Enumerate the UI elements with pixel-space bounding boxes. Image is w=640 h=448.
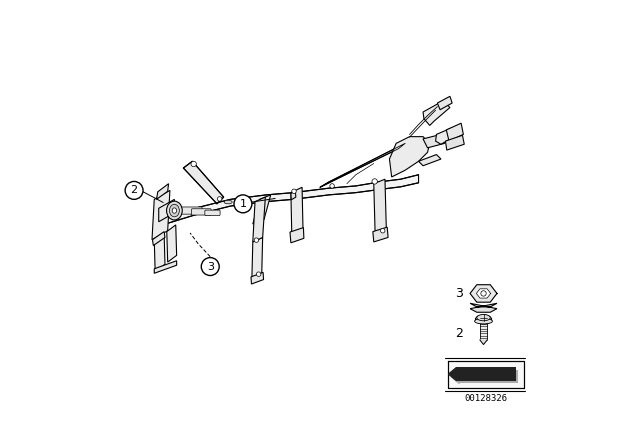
Ellipse shape xyxy=(224,200,232,204)
Ellipse shape xyxy=(170,204,179,217)
Polygon shape xyxy=(159,199,174,222)
Polygon shape xyxy=(373,227,388,242)
FancyBboxPatch shape xyxy=(191,209,211,215)
Text: 3: 3 xyxy=(207,262,214,271)
Polygon shape xyxy=(251,272,264,284)
Polygon shape xyxy=(252,237,262,278)
Polygon shape xyxy=(389,137,430,177)
Ellipse shape xyxy=(477,314,490,321)
Circle shape xyxy=(254,238,259,242)
Polygon shape xyxy=(253,197,266,242)
Polygon shape xyxy=(449,367,457,381)
Polygon shape xyxy=(437,96,452,110)
Polygon shape xyxy=(291,191,296,200)
Polygon shape xyxy=(167,225,177,262)
Circle shape xyxy=(257,272,261,276)
Circle shape xyxy=(330,184,334,188)
Polygon shape xyxy=(374,179,387,233)
Polygon shape xyxy=(470,303,497,312)
Circle shape xyxy=(201,258,219,276)
Circle shape xyxy=(292,189,296,194)
Text: 3: 3 xyxy=(455,287,463,300)
FancyBboxPatch shape xyxy=(173,207,202,214)
Bar xyxy=(480,322,487,340)
Text: 2: 2 xyxy=(131,185,138,195)
Polygon shape xyxy=(470,285,497,302)
Text: 2: 2 xyxy=(455,327,463,340)
Polygon shape xyxy=(419,155,441,166)
Polygon shape xyxy=(165,175,419,224)
Polygon shape xyxy=(445,135,464,150)
Polygon shape xyxy=(480,340,487,345)
Circle shape xyxy=(125,181,143,199)
Text: 1: 1 xyxy=(239,199,246,209)
Polygon shape xyxy=(423,134,445,148)
Bar xyxy=(460,370,518,383)
Polygon shape xyxy=(154,233,165,271)
Bar xyxy=(457,367,516,381)
Text: 00128326: 00128326 xyxy=(464,394,508,403)
Ellipse shape xyxy=(475,319,493,324)
Polygon shape xyxy=(253,195,271,224)
Polygon shape xyxy=(290,228,304,243)
FancyBboxPatch shape xyxy=(205,210,220,215)
Polygon shape xyxy=(446,123,463,141)
Circle shape xyxy=(191,161,196,167)
Ellipse shape xyxy=(172,208,177,213)
Polygon shape xyxy=(320,143,405,187)
Circle shape xyxy=(372,179,378,184)
Polygon shape xyxy=(448,361,524,388)
Ellipse shape xyxy=(234,200,240,202)
Circle shape xyxy=(380,228,385,233)
Polygon shape xyxy=(152,190,170,240)
Circle shape xyxy=(218,197,222,201)
Polygon shape xyxy=(476,289,491,298)
Polygon shape xyxy=(423,101,450,125)
Polygon shape xyxy=(156,184,168,199)
Polygon shape xyxy=(291,187,303,234)
Circle shape xyxy=(481,291,486,296)
Polygon shape xyxy=(183,161,223,204)
Polygon shape xyxy=(152,232,165,246)
Polygon shape xyxy=(451,370,460,383)
Circle shape xyxy=(234,195,252,213)
Polygon shape xyxy=(154,261,177,273)
Ellipse shape xyxy=(476,315,492,324)
Polygon shape xyxy=(436,128,454,144)
Ellipse shape xyxy=(166,201,182,220)
